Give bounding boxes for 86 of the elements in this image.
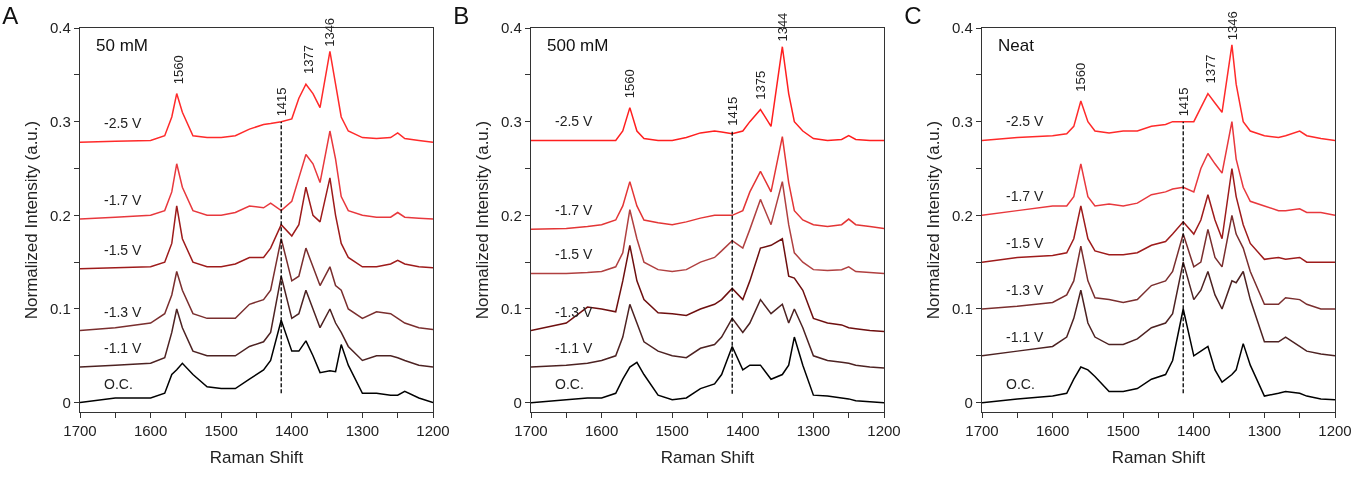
annotation: 1415 [1176,87,1192,117]
x-axis-title: Raman Shift [209,447,304,467]
annotation: 1375 [753,70,769,100]
y-axis-title: Normalized Intensity (a.u.) [923,120,943,320]
x-tick-label: 1300 [1247,422,1282,440]
annotation: 1415 [724,96,740,126]
y-tick-label: 0.2 [49,206,71,224]
series-label: -1.5 V [555,246,594,262]
chart-title: C [904,2,922,30]
line-series [80,130,433,220]
y-axis-title: Normalized Intensity (a.u.) [472,120,492,320]
x-tick-label: 1200 [1318,422,1352,440]
y-tick-label: 0.1 [49,300,71,318]
line-series [80,237,433,332]
line-series [531,135,884,231]
y-tick-label: 0.1 [500,300,522,318]
series-label: -1.1 V [104,340,143,356]
series-label: O.C. [104,376,133,392]
y-tick-label: 0.4 [49,19,71,37]
x-tick-label: 1500 [655,422,689,440]
y-tick-label: 0.3 [951,112,973,130]
x-tick-label: 1700 [965,422,999,440]
series-label: -2.5 V [1006,113,1045,129]
x-tick-label: 1500 [1106,422,1140,440]
x-tick-label: 1300 [796,422,831,440]
series-label: -1.5 V [104,242,143,258]
line-series [982,167,1335,263]
series-label: -2.5 V [104,115,143,131]
chart-title: B [453,2,470,30]
y-tick-label: 0.2 [951,206,973,224]
series-label: -1.1 V [555,340,594,356]
line-series [982,261,1335,357]
y-tick-label: 0.4 [500,19,522,37]
annotation: 1377 [301,45,317,75]
annotation: 1377 [1202,54,1218,84]
y-tick-label: 0 [513,393,522,411]
annotation: 500 mM [547,36,609,55]
annotation: 1560 [622,69,638,99]
series-label: -1.3 V [555,304,594,320]
annotation: 1415 [274,87,290,117]
x-tick-label: 1200 [416,422,450,440]
series-label: -1.3 V [104,304,143,320]
series-label: O.C. [1006,376,1035,392]
chart-title: A [2,2,19,30]
line-series [531,298,884,369]
x-axis-title: Raman Shift [660,447,755,467]
x-tick-label: 1400 [1177,422,1211,440]
annotation: 1346 [322,17,338,47]
series-label: -1.3 V [1006,282,1045,298]
line-series [531,237,884,333]
line-series [80,177,433,270]
x-tick-label: 1600 [133,422,168,440]
y-tick-label: 0.4 [951,19,973,37]
series-label: -1.5 V [1006,235,1045,251]
y-tick-label: 0.1 [951,300,973,318]
annotation: 1346 [1224,11,1240,41]
series-label: -1.7 V [1006,188,1045,204]
series-label: O.C. [555,376,584,392]
y-axis-title: Normalized Intensity (a.u.) [21,120,41,320]
line-series [80,275,433,368]
x-tick-label: 1300 [345,422,380,440]
annotation: 1344 [775,12,791,42]
series-label: -1.1 V [1006,329,1045,345]
y-tick-label: 0 [964,393,973,411]
y-tick-label: 0.2 [500,206,522,224]
x-tick-label: 1500 [204,422,238,440]
annotation: 1560 [1072,62,1088,92]
line-series [531,180,884,275]
x-tick-label: 1700 [63,422,97,440]
x-tick-label: 1400 [726,422,760,440]
x-tick-label: 1400 [275,422,309,440]
y-tick-label: 0 [62,393,71,411]
annotation: Neat [998,36,1035,55]
x-tick-label: 1600 [1035,422,1070,440]
x-tick-label: 1200 [867,422,901,440]
line-series [982,214,1335,310]
x-tick-label: 1700 [514,422,548,440]
series-label: -1.7 V [104,192,143,208]
x-axis-title: Raman Shift [1111,447,1206,467]
y-tick-label: 0.3 [500,112,522,130]
x-tick-label: 1600 [584,422,619,440]
annotation: 1560 [171,55,187,85]
series-label: -1.7 V [555,202,594,218]
annotation: 50 mM [96,36,148,55]
y-tick-label: 0.3 [49,112,71,130]
series-label: -2.5 V [555,113,594,129]
